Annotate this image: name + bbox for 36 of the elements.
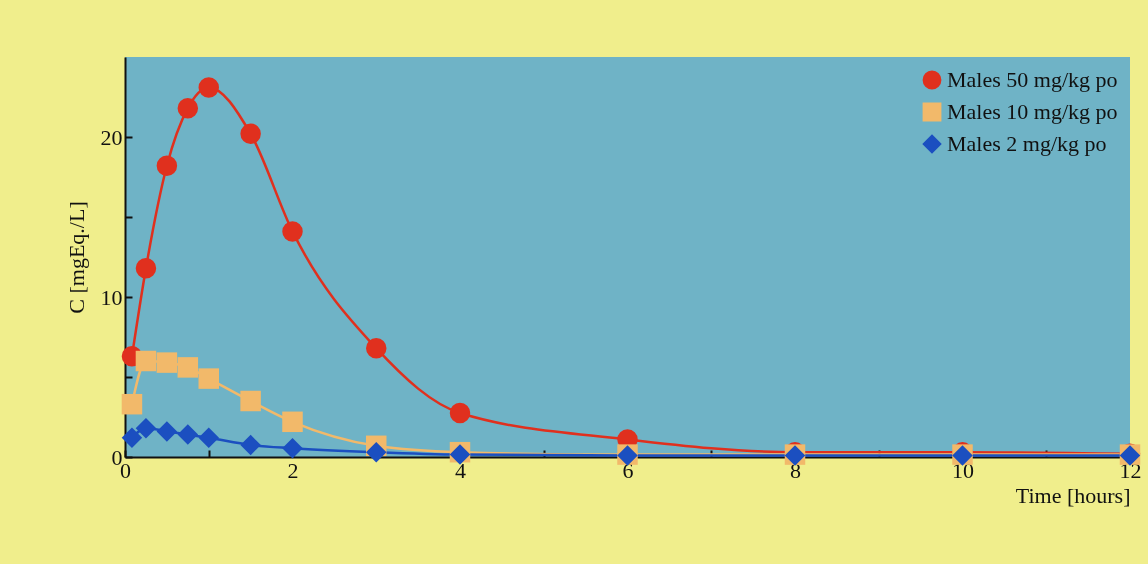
point <box>198 427 219 449</box>
point <box>156 155 178 177</box>
point <box>282 221 303 242</box>
x-tick-label: 2 <box>287 457 299 483</box>
legend-label: Males 50 mg/kg po <box>947 67 1118 92</box>
point <box>177 357 199 378</box>
point <box>240 390 261 412</box>
x-axis-title: Time [hours] <box>1015 482 1131 508</box>
x-tick-label: 6 <box>622 457 634 483</box>
legend-label: Males 10 mg/kg po <box>947 99 1118 124</box>
y-axis-title: C [mgEq./L] <box>63 201 89 314</box>
point <box>135 257 157 279</box>
point <box>198 77 219 98</box>
point <box>156 421 178 442</box>
x-tick-label: 12 <box>1119 457 1142 483</box>
point <box>240 123 261 145</box>
x-tick-label: 4 <box>455 457 466 483</box>
point <box>177 424 199 445</box>
y-tick-label: 10 <box>100 284 123 310</box>
point <box>366 441 387 463</box>
point <box>156 352 178 373</box>
point <box>366 337 387 359</box>
point <box>198 368 219 389</box>
point <box>121 393 143 415</box>
point <box>135 350 157 372</box>
point <box>449 402 471 424</box>
point <box>177 97 199 119</box>
x-tick-label: 8 <box>790 457 801 483</box>
point <box>121 427 143 449</box>
point <box>282 411 303 433</box>
point <box>282 437 303 459</box>
point <box>240 434 261 456</box>
legend-label: Males 2 mg/kg po <box>947 131 1107 156</box>
x-tick-label: 10 <box>952 457 974 483</box>
point <box>135 417 157 439</box>
y-tick-label: 20 <box>100 124 123 150</box>
